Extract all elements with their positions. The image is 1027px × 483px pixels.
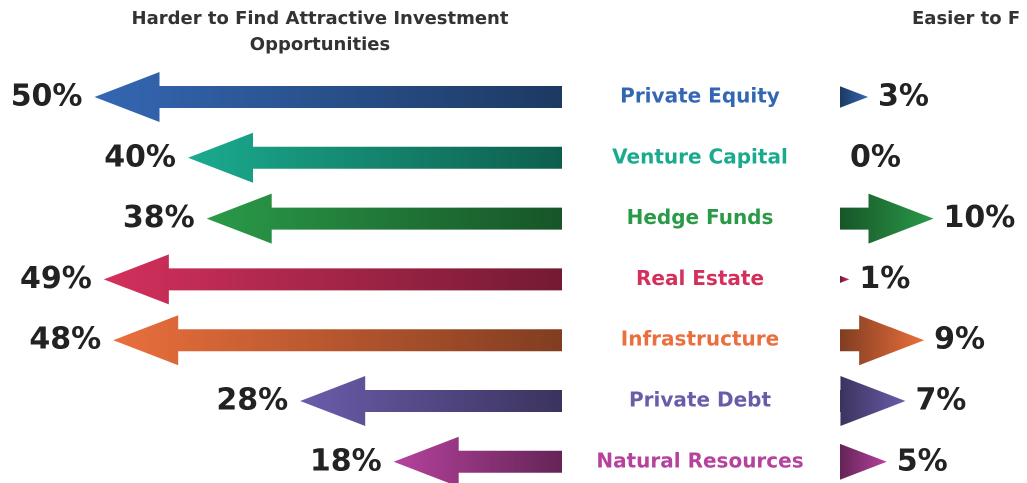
right-arrow bbox=[840, 443, 887, 480]
category-label: Hedge Funds bbox=[627, 205, 774, 229]
left-arrow bbox=[300, 376, 562, 426]
category-label: Venture Capital bbox=[612, 144, 788, 168]
right-value-label: 7% bbox=[915, 383, 966, 418]
category-label: Real Estate bbox=[636, 266, 764, 290]
left-header: Harder to Find Attractive Investment Opp… bbox=[131, 8, 509, 55]
left-arrow bbox=[188, 132, 562, 183]
left-value-label: 50% bbox=[11, 79, 83, 114]
left-arrow bbox=[94, 72, 562, 122]
left-arrow bbox=[103, 254, 562, 305]
left-value-label: 40% bbox=[104, 139, 176, 174]
left-value-label: 38% bbox=[123, 200, 195, 235]
right-value-label: 3% bbox=[878, 79, 929, 114]
right-header: Easier to F bbox=[912, 8, 1021, 29]
category-label: Private Equity bbox=[620, 84, 780, 108]
right-arrow bbox=[840, 376, 906, 426]
right-value-label: 0% bbox=[850, 139, 901, 174]
left-arrow bbox=[206, 193, 562, 244]
right-arrow bbox=[840, 315, 925, 366]
left-arrow bbox=[113, 315, 562, 366]
right-value-label: 5% bbox=[897, 443, 948, 478]
right-value-label: 10% bbox=[944, 200, 1016, 235]
category-label: Natural Resources bbox=[596, 448, 803, 472]
right-value-label: 1% bbox=[859, 261, 910, 296]
category-label: Private Debt bbox=[629, 388, 771, 412]
right-value-label: 9% bbox=[934, 322, 985, 357]
right-arrow bbox=[840, 86, 869, 108]
left-value-label: 18% bbox=[310, 443, 382, 478]
left-value-label: 28% bbox=[216, 383, 288, 418]
left-value-label: 48% bbox=[29, 322, 101, 357]
left-arrow bbox=[393, 436, 562, 483]
category-label: Infrastructure bbox=[621, 327, 779, 351]
left-value-label: 49% bbox=[20, 261, 92, 296]
right-arrow bbox=[840, 275, 850, 283]
right-arrow bbox=[840, 193, 934, 244]
